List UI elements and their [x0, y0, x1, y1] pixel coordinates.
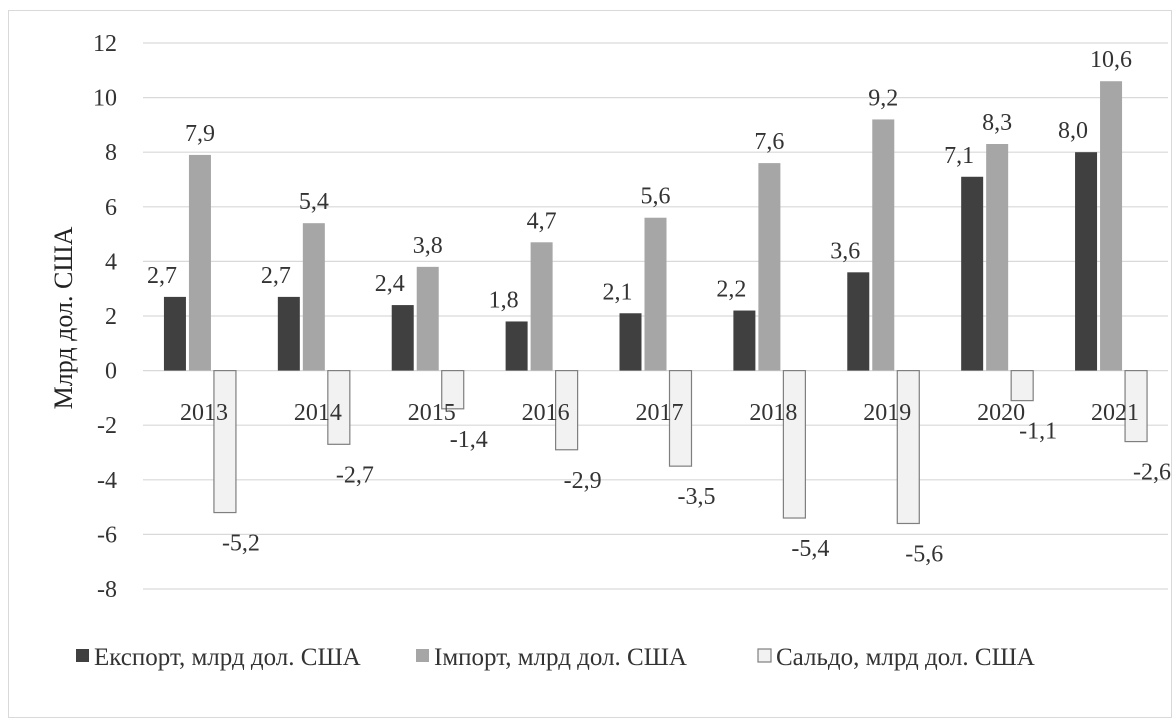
data-label: 3,6: [830, 238, 860, 264]
data-label: 5,6: [641, 184, 671, 210]
x-tick-label: 2017: [636, 400, 684, 426]
bar-export: [1075, 152, 1098, 371]
bar-import: [1100, 81, 1123, 371]
legend-swatch: [416, 649, 429, 662]
bar-balance: [327, 370, 351, 445]
data-label: -5,2: [222, 531, 260, 557]
y-tick-label: 6: [105, 195, 117, 221]
x-tick-label: 2018: [749, 400, 797, 426]
legend-item-label: Експорт, млрд дол. США: [94, 644, 361, 671]
bar-balance: [441, 370, 465, 410]
data-label: 10,6: [1090, 47, 1132, 73]
y-tick-label: 10: [93, 86, 117, 112]
y-tick-label: 8: [105, 140, 117, 166]
x-axis-ticks: 2013 2014 2015 2016 2017 2018 2019 2020 2021: [180, 400, 1139, 426]
bar-export: [505, 321, 528, 371]
bar-balance: [782, 370, 806, 519]
legend-item-label: Імпорт, млрд дол. США: [434, 644, 687, 671]
y-axis-ticks: 12 10 8 6 4 2 0 -2 -4 -6 -8: [93, 31, 117, 603]
bar-import: [302, 223, 325, 371]
data-label: -1,4: [450, 427, 488, 453]
bar-import: [188, 154, 211, 371]
data-label: 2,7: [147, 263, 177, 289]
bar-import: [758, 163, 781, 371]
bar-export: [847, 272, 870, 371]
data-label: 1,8: [489, 287, 519, 313]
data-label: 7,1: [944, 143, 974, 169]
data-label: 2,4: [375, 271, 405, 297]
legend-swatch: [757, 648, 772, 663]
data-label: 5,4: [299, 189, 329, 215]
bar-balance: [1010, 370, 1034, 402]
legend-item-label: Сальдо, млрд дол. США: [776, 644, 1035, 671]
bar-import: [986, 144, 1009, 371]
data-label: -5,6: [905, 541, 943, 567]
y-tick-label: -4: [97, 468, 117, 494]
bar-balance: [1124, 370, 1148, 443]
bar-import: [530, 242, 553, 371]
bar-import: [872, 119, 895, 371]
bar-export: [961, 176, 984, 371]
y-tick-label: 4: [105, 249, 117, 275]
bar-export: [733, 310, 756, 371]
data-label: 2,7: [261, 263, 291, 289]
y-tick-label: -8: [97, 577, 117, 603]
data-label: 2,1: [603, 279, 633, 305]
data-label: 3,8: [413, 233, 443, 259]
data-label: 7,6: [754, 129, 784, 155]
x-tick-label: 2020: [977, 400, 1025, 426]
x-tick-label: 2021: [1091, 400, 1139, 426]
bar-export: [277, 296, 300, 371]
legend: Експорт, млрд дол. США Імпорт, млрд дол. …: [76, 644, 1035, 671]
bar-export: [163, 296, 186, 371]
x-tick-label: 2013: [180, 400, 228, 426]
data-label: 2,2: [716, 277, 746, 303]
y-tick-label: 12: [93, 31, 117, 57]
data-label: 4,7: [527, 208, 557, 234]
legend-swatch: [76, 649, 89, 662]
x-tick-label: 2014: [294, 400, 342, 426]
x-tick-label: 2019: [863, 400, 911, 426]
bar-import: [644, 217, 667, 371]
data-label: -1,1: [1019, 419, 1057, 445]
data-label: -2,9: [564, 468, 602, 494]
data-label: 9,2: [868, 85, 898, 111]
bar-balance: [668, 370, 693, 467]
data-label: 8,3: [982, 110, 1012, 136]
y-tick-label: 2: [105, 304, 117, 330]
y-tick-label: -6: [97, 522, 117, 548]
data-label: -2,6: [1133, 460, 1171, 486]
y-tick-label: -2: [97, 413, 117, 439]
bar-balance: [213, 370, 237, 514]
data-label: -2,7: [336, 462, 374, 488]
bar-export: [619, 313, 642, 371]
data-label: 7,9: [185, 121, 215, 147]
data-labels: 2,7 2,7 2,4 1,8 2,1 2,2 3,6 7,1 8,0 7,9 5,4 3,8 4,7 5…: [147, 47, 1171, 567]
bars: [163, 81, 1148, 525]
y-axis-label: Млрд дол. США: [49, 226, 78, 409]
bar-export: [391, 305, 414, 371]
x-tick-label: 2015: [408, 400, 456, 426]
data-label: 8,0: [1058, 118, 1088, 144]
data-label: -3,5: [678, 484, 716, 510]
bar-balance: [555, 370, 579, 451]
y-tick-label: 0: [105, 359, 117, 385]
data-label: -5,4: [791, 536, 829, 562]
x-tick-label: 2016: [522, 400, 570, 426]
bar-balance: [896, 370, 920, 525]
bar-import: [416, 266, 439, 371]
